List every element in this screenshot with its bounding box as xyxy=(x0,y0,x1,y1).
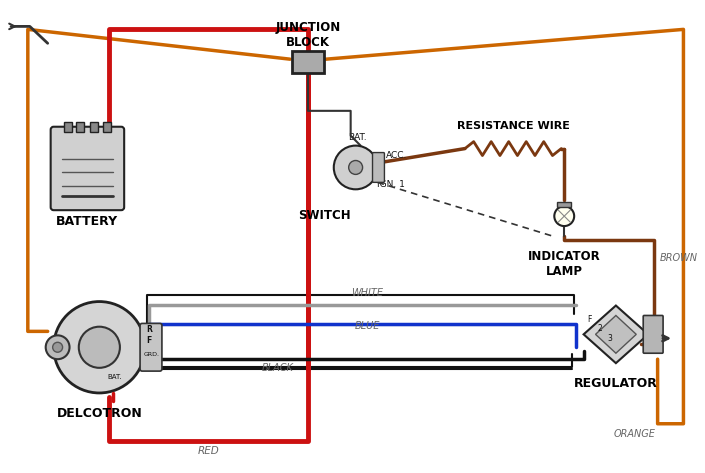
Circle shape xyxy=(333,146,377,189)
Text: ORANGE: ORANGE xyxy=(614,429,656,439)
Circle shape xyxy=(79,327,120,368)
Text: DELCOTRON: DELCOTRON xyxy=(56,407,142,420)
Text: BAT.: BAT. xyxy=(348,132,367,141)
FancyBboxPatch shape xyxy=(104,122,111,131)
FancyBboxPatch shape xyxy=(140,324,162,371)
Text: INDICATOR
LAMP: INDICATOR LAMP xyxy=(528,250,601,278)
Text: BAT.: BAT. xyxy=(107,374,122,380)
Circle shape xyxy=(554,206,574,226)
Text: JUNCTION
BLOCK: JUNCTION BLOCK xyxy=(276,21,341,49)
Text: F: F xyxy=(146,336,152,345)
Text: ACC.: ACC. xyxy=(386,150,407,159)
Circle shape xyxy=(349,160,362,175)
Polygon shape xyxy=(596,315,636,353)
Text: IGN. 1: IGN. 1 xyxy=(377,180,405,189)
Text: R: R xyxy=(146,325,152,334)
Text: BLUE: BLUE xyxy=(355,322,380,332)
Text: BATTERY: BATTERY xyxy=(56,215,118,228)
Text: RESISTANCE WIRE: RESISTANCE WIRE xyxy=(457,121,570,131)
FancyBboxPatch shape xyxy=(51,127,124,210)
FancyBboxPatch shape xyxy=(76,122,85,131)
FancyBboxPatch shape xyxy=(292,51,324,73)
Text: BROWN: BROWN xyxy=(660,253,698,263)
FancyBboxPatch shape xyxy=(90,122,98,131)
Text: GRD.: GRD. xyxy=(144,352,160,357)
FancyBboxPatch shape xyxy=(557,202,571,207)
Text: BLACK: BLACK xyxy=(262,363,294,373)
Text: RED: RED xyxy=(197,446,219,455)
Circle shape xyxy=(54,302,145,393)
Text: SWITCH: SWITCH xyxy=(298,209,350,222)
Circle shape xyxy=(46,335,70,359)
Text: REGULATOR: REGULATOR xyxy=(574,377,658,390)
FancyBboxPatch shape xyxy=(643,315,663,353)
Circle shape xyxy=(53,342,63,352)
Text: F: F xyxy=(587,315,592,324)
Text: WHITE: WHITE xyxy=(352,288,384,298)
Text: 3: 3 xyxy=(608,334,613,343)
Text: 2: 2 xyxy=(598,324,602,333)
FancyBboxPatch shape xyxy=(372,153,384,183)
FancyBboxPatch shape xyxy=(63,122,71,131)
Polygon shape xyxy=(584,306,648,363)
